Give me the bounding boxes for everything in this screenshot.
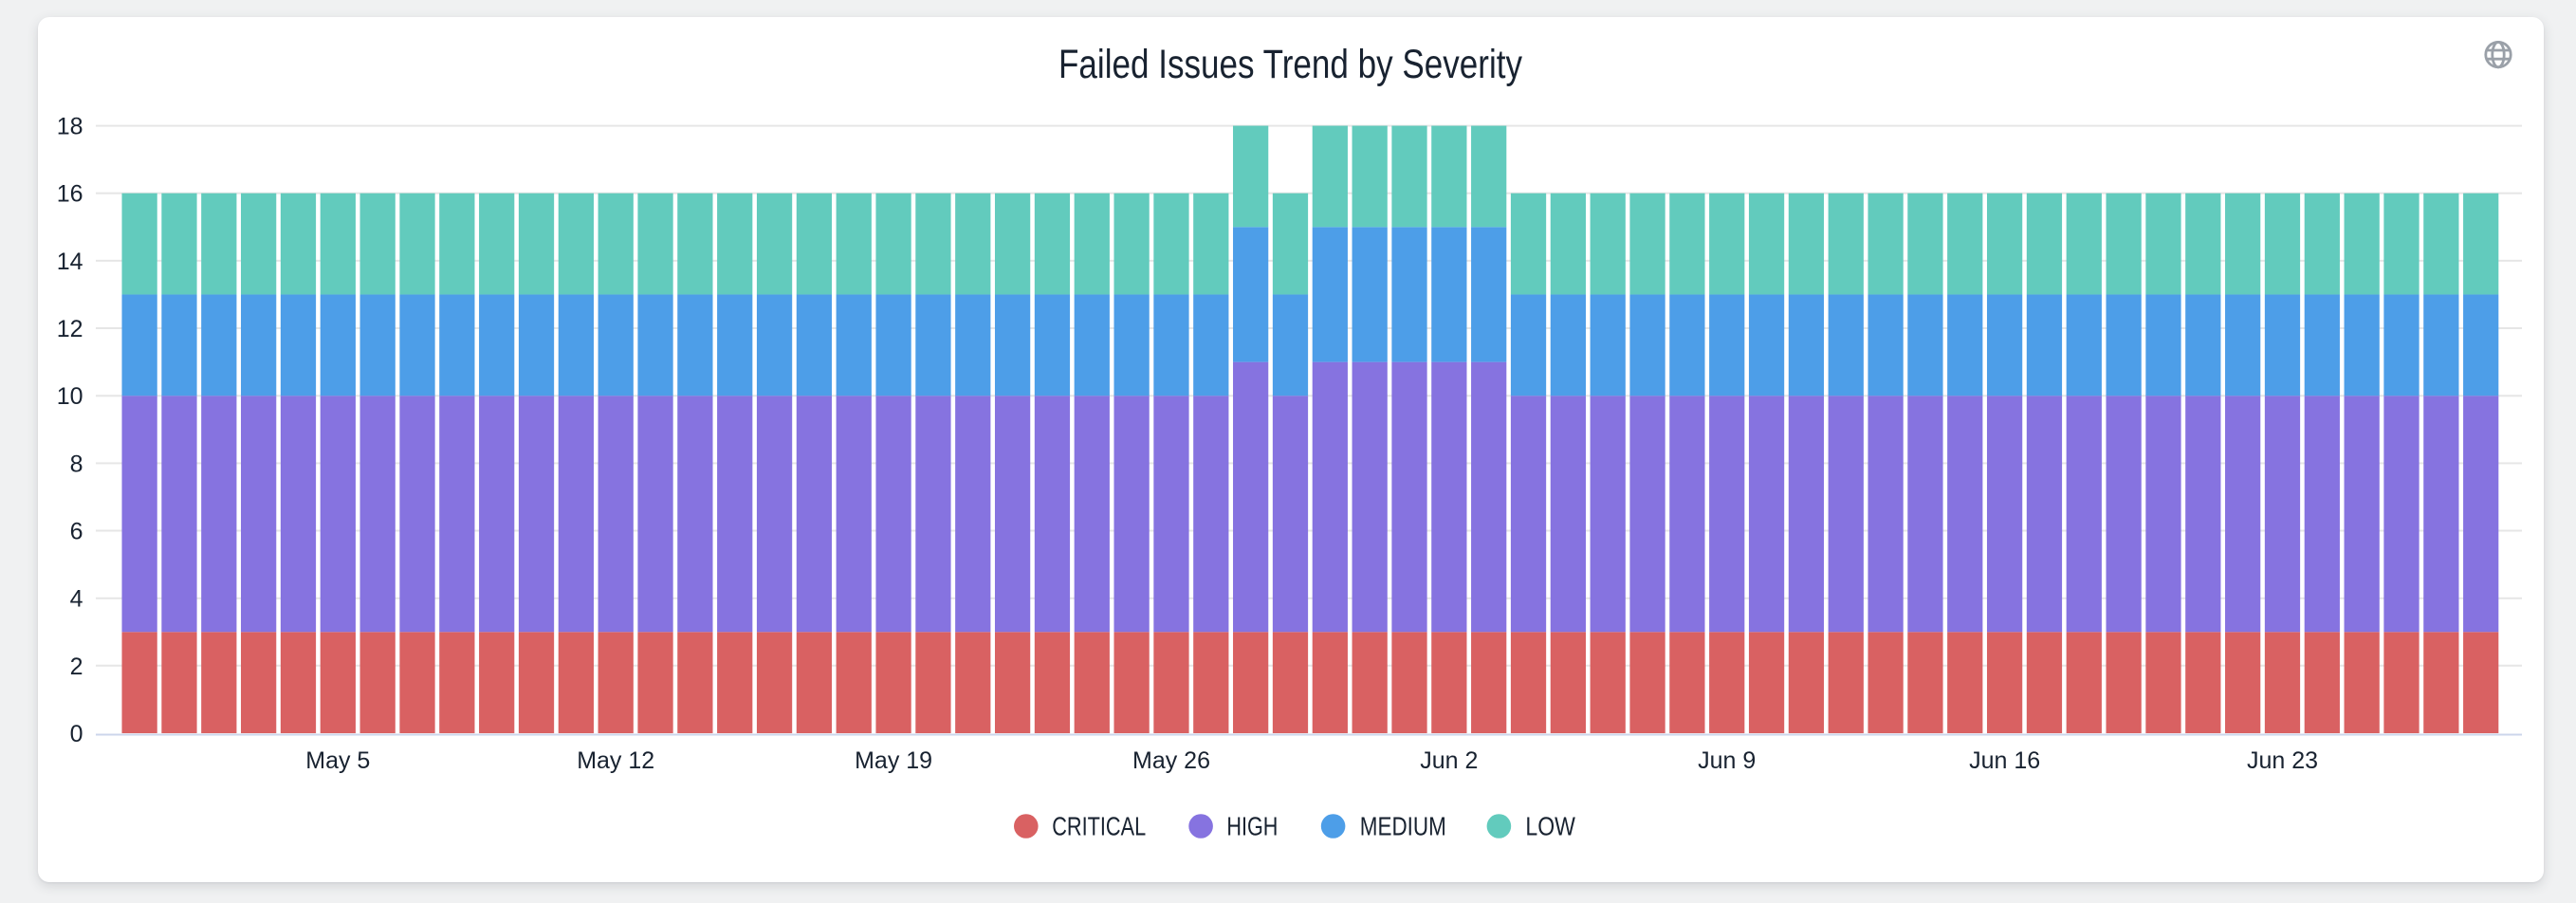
svg-text:Jun 23: Jun 23 bbox=[2247, 747, 2318, 774]
svg-text:Jun 16: Jun 16 bbox=[1969, 747, 2040, 774]
svg-text:14: 14 bbox=[57, 249, 83, 275]
svg-text:4: 4 bbox=[70, 586, 83, 613]
svg-text:HIGH: HIGH bbox=[1226, 812, 1278, 841]
svg-text:0: 0 bbox=[70, 721, 83, 747]
svg-text:May 26: May 26 bbox=[1132, 747, 1210, 774]
svg-text:May 12: May 12 bbox=[577, 747, 654, 774]
svg-text:MEDIUM: MEDIUM bbox=[1360, 812, 1446, 841]
svg-text:Failed Issues Trend by Severit: Failed Issues Trend by Severity bbox=[1058, 42, 1522, 87]
svg-text:18: 18 bbox=[57, 114, 83, 140]
svg-text:CRITICAL: CRITICAL bbox=[1052, 812, 1146, 841]
svg-text:6: 6 bbox=[70, 519, 83, 545]
svg-text:May 5: May 5 bbox=[305, 747, 370, 774]
svg-text:2: 2 bbox=[70, 654, 83, 680]
svg-text:Jun 9: Jun 9 bbox=[1698, 747, 1756, 774]
svg-text:16: 16 bbox=[57, 181, 83, 208]
svg-text:12: 12 bbox=[57, 316, 83, 342]
svg-text:LOW: LOW bbox=[1525, 812, 1575, 841]
svg-text:Jun 2: Jun 2 bbox=[1420, 747, 1478, 774]
svg-text:10: 10 bbox=[57, 383, 83, 410]
svg-text:May 19: May 19 bbox=[855, 747, 932, 774]
svg-text:8: 8 bbox=[70, 451, 83, 477]
